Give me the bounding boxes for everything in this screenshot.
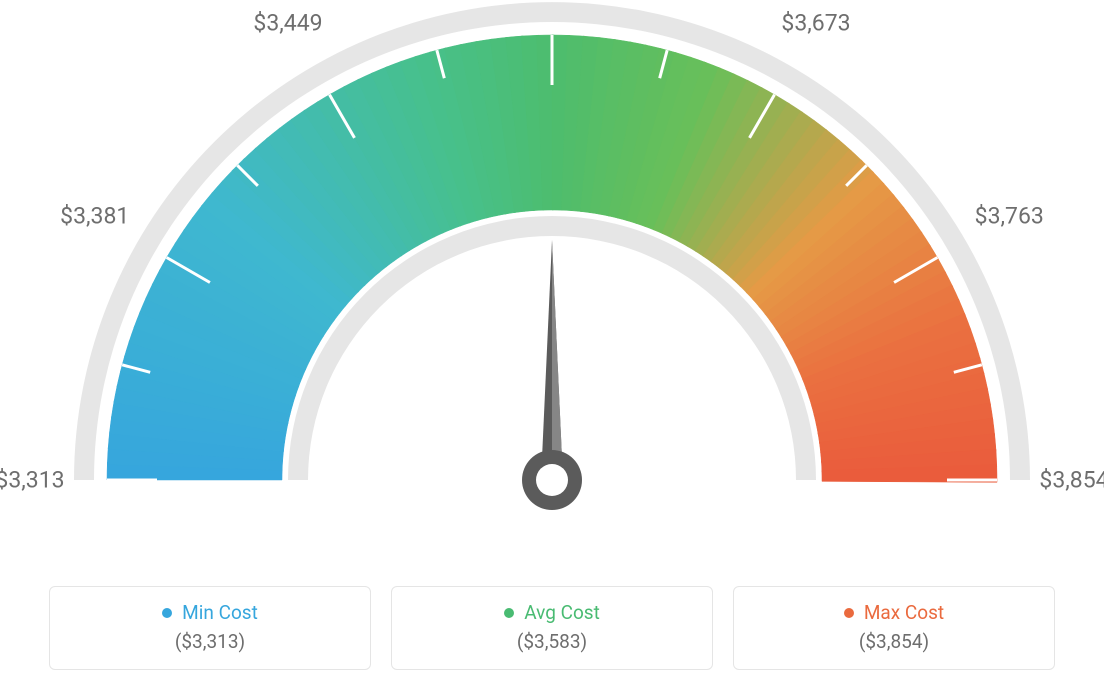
gauge-tick-label: $3,449: [253, 9, 322, 36]
legend-card-max: Max Cost ($3,854): [733, 586, 1055, 671]
gauge-svg: [0, 0, 1104, 560]
legend-label-avg: Avg Cost: [524, 603, 600, 622]
gauge-tick-label: $3,313: [0, 467, 65, 494]
legend-card-min: Min Cost ($3,313): [49, 586, 371, 671]
legend-row: Min Cost ($3,313) Avg Cost ($3,583) Max …: [0, 586, 1104, 671]
legend-dot-max: [844, 608, 854, 618]
legend-dot-min: [162, 608, 172, 618]
legend-title-min: Min Cost: [162, 603, 258, 622]
legend-label-max: Max Cost: [864, 603, 944, 622]
legend-title-avg: Avg Cost: [504, 603, 600, 622]
legend-card-avg: Avg Cost ($3,583): [391, 586, 713, 671]
legend-value-max: ($3,854): [734, 630, 1054, 653]
gauge-tick-label: $3,673: [781, 9, 850, 36]
gauge-tick-label: $3,854: [1039, 467, 1104, 494]
legend-label-min: Min Cost: [182, 603, 258, 622]
gauge-chart: $3,313$3,381$3,449$3,583$3,673$3,763$3,8…: [0, 0, 1104, 560]
gauge-tick-label: $3,381: [60, 203, 129, 230]
gauge-tick-label: $3,763: [975, 203, 1044, 230]
legend-title-max: Max Cost: [844, 603, 944, 622]
legend-dot-avg: [504, 608, 514, 618]
legend-value-min: ($3,313): [50, 630, 370, 653]
legend-value-avg: ($3,583): [392, 630, 712, 653]
